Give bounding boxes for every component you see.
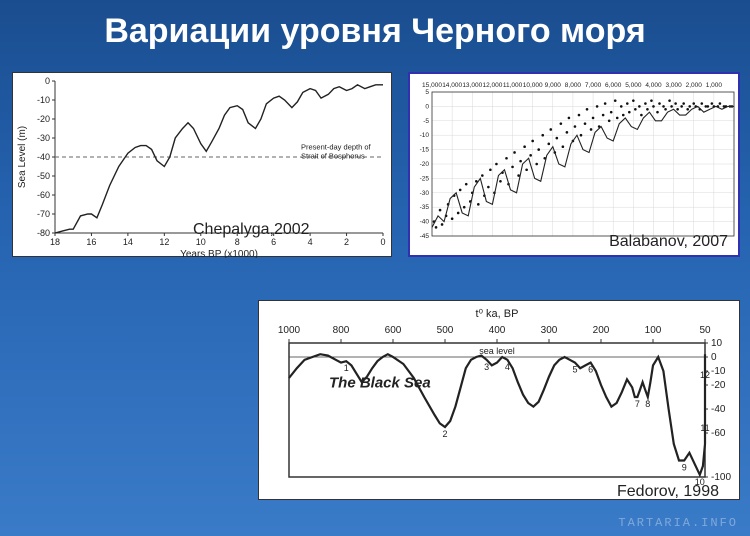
chart-fedorov-svg: t⁰ ka, BP100080060050040030020010050sea … bbox=[259, 301, 741, 501]
chart-chepalyga-caption: Chepalyga,2002 bbox=[193, 221, 310, 239]
svg-text:200: 200 bbox=[593, 325, 610, 336]
svg-text:6,000: 6,000 bbox=[605, 82, 622, 89]
svg-text:18: 18 bbox=[50, 237, 60, 247]
svg-text:-60: -60 bbox=[711, 428, 726, 439]
svg-text:300: 300 bbox=[541, 325, 558, 336]
svg-text:500: 500 bbox=[437, 325, 454, 336]
watermark: TARTARIA.INFO bbox=[618, 516, 738, 530]
svg-text:-30: -30 bbox=[37, 133, 50, 143]
svg-text:7: 7 bbox=[635, 399, 640, 409]
svg-text:Years BP (x1000): Years BP (x1000) bbox=[180, 249, 258, 258]
svg-text:800: 800 bbox=[333, 325, 350, 336]
svg-text:-30: -30 bbox=[420, 190, 430, 197]
svg-text:-10: -10 bbox=[711, 366, 726, 377]
svg-text:Sea Level (m): Sea Level (m) bbox=[17, 126, 28, 188]
svg-text:-60: -60 bbox=[37, 190, 50, 200]
svg-text:2: 2 bbox=[344, 237, 349, 247]
svg-text:-35: -35 bbox=[420, 204, 430, 211]
svg-text:5: 5 bbox=[572, 365, 577, 375]
svg-text:1: 1 bbox=[344, 363, 349, 373]
svg-text:13,000: 13,000 bbox=[462, 82, 482, 89]
svg-text:Strait of Bosphorus: Strait of Bosphorus bbox=[301, 151, 365, 160]
svg-text:5: 5 bbox=[425, 89, 429, 96]
svg-text:10: 10 bbox=[711, 338, 723, 349]
svg-text:6: 6 bbox=[588, 365, 593, 375]
svg-text:8,000: 8,000 bbox=[565, 82, 582, 89]
svg-text:12,000: 12,000 bbox=[482, 82, 502, 89]
svg-text:0: 0 bbox=[380, 237, 385, 247]
svg-text:10,000: 10,000 bbox=[523, 82, 543, 89]
svg-text:16: 16 bbox=[86, 237, 96, 247]
svg-text:-50: -50 bbox=[37, 171, 50, 181]
svg-text:-70: -70 bbox=[37, 209, 50, 219]
svg-text:14: 14 bbox=[123, 237, 133, 247]
svg-text:0: 0 bbox=[425, 103, 429, 110]
chart-balabanov: 15,00014,00013,00012,00011,00010,0009,00… bbox=[408, 72, 740, 257]
svg-text:12: 12 bbox=[159, 237, 169, 247]
svg-text:-40: -40 bbox=[420, 219, 430, 226]
svg-text:0: 0 bbox=[711, 352, 717, 363]
svg-text:-10: -10 bbox=[37, 95, 50, 105]
svg-text:2,000: 2,000 bbox=[686, 82, 703, 89]
svg-text:-15: -15 bbox=[420, 147, 430, 154]
chart-balabanov-caption: Balabanov, 2007 bbox=[609, 233, 728, 251]
svg-text:-5: -5 bbox=[423, 118, 429, 125]
svg-text:11: 11 bbox=[700, 423, 709, 433]
svg-text:-40: -40 bbox=[711, 404, 726, 415]
svg-text:11,000: 11,000 bbox=[503, 82, 523, 89]
svg-text:-20: -20 bbox=[420, 161, 430, 168]
svg-text:t⁰ ka, BP: t⁰ ka, BP bbox=[476, 308, 519, 320]
svg-text:-20: -20 bbox=[711, 380, 726, 391]
svg-text:2: 2 bbox=[442, 429, 447, 439]
svg-text:-80: -80 bbox=[37, 228, 50, 238]
svg-text:5,000: 5,000 bbox=[625, 82, 642, 89]
svg-text:4: 4 bbox=[505, 362, 510, 372]
svg-text:-20: -20 bbox=[37, 114, 50, 124]
chart-chepalyga: -80-70-60-50-40-30-20-100181614121086420… bbox=[12, 72, 392, 257]
svg-text:0: 0 bbox=[45, 76, 50, 86]
svg-text:-10: -10 bbox=[420, 132, 430, 139]
svg-text:-40: -40 bbox=[37, 152, 50, 162]
svg-text:-25: -25 bbox=[420, 175, 430, 182]
svg-text:1,000: 1,000 bbox=[706, 82, 723, 89]
chart-fedorov-caption: Fedorov, 1998 bbox=[617, 483, 719, 501]
svg-text:50: 50 bbox=[699, 325, 711, 336]
svg-text:-45: -45 bbox=[420, 233, 430, 240]
svg-text:Present-day depth of: Present-day depth of bbox=[301, 142, 372, 151]
svg-text:9: 9 bbox=[682, 463, 687, 473]
svg-text:9,000: 9,000 bbox=[545, 82, 562, 89]
slide-title: Вариации уровня Черного моря bbox=[0, 0, 750, 59]
svg-text:sea level: sea level bbox=[479, 346, 515, 356]
svg-text:12: 12 bbox=[700, 370, 710, 380]
svg-text:1000: 1000 bbox=[278, 325, 301, 336]
svg-text:-100: -100 bbox=[711, 472, 731, 483]
chart-balabanov-svg: 15,00014,00013,00012,00011,00010,0009,00… bbox=[410, 74, 742, 259]
svg-text:100: 100 bbox=[645, 325, 662, 336]
svg-text:3: 3 bbox=[484, 362, 489, 372]
chart-fedorov: t⁰ ka, BP100080060050040030020010050sea … bbox=[258, 300, 740, 500]
svg-text:14,000: 14,000 bbox=[442, 82, 462, 89]
svg-text:3,000: 3,000 bbox=[665, 82, 682, 89]
svg-text:7,000: 7,000 bbox=[585, 82, 602, 89]
svg-text:8: 8 bbox=[645, 399, 650, 409]
svg-text:15,000: 15,000 bbox=[422, 82, 442, 89]
svg-text:400: 400 bbox=[489, 325, 506, 336]
svg-text:4,000: 4,000 bbox=[645, 82, 662, 89]
svg-text:600: 600 bbox=[385, 325, 402, 336]
